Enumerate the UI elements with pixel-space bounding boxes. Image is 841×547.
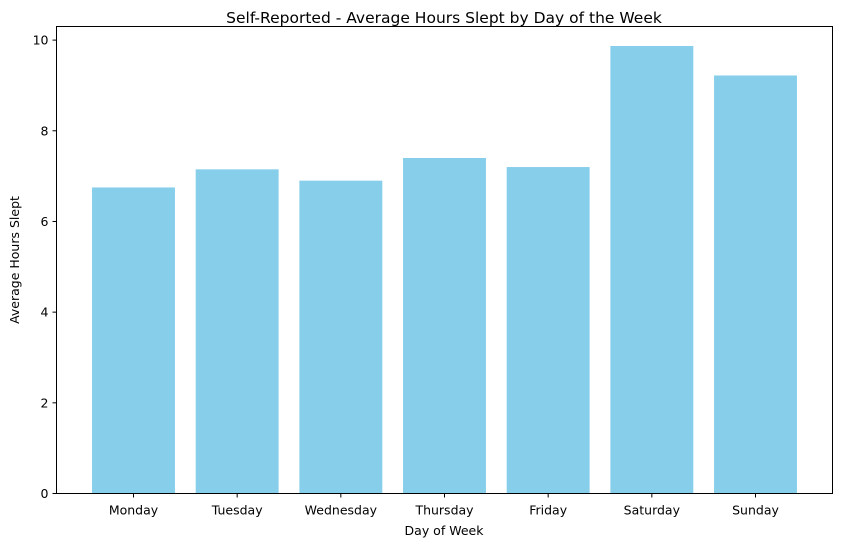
y-tick-label: 6 [41, 214, 49, 229]
y-axis-label: Average Hours Slept [7, 196, 22, 324]
chart-title: Self-Reported - Average Hours Slept by D… [226, 9, 662, 27]
y-tick-label: 8 [41, 123, 49, 138]
plot-frame [56, 26, 833, 494]
bar-tuesday [195, 169, 279, 494]
x-tick-label: Saturday [624, 503, 681, 518]
x-tick-label: Monday [109, 503, 159, 518]
x-axis: Monday Tuesday Wednesday Thursday Friday Satu… [109, 493, 779, 518]
x-axis-label: Day of Week [405, 523, 485, 538]
y-tick-label: 0 [41, 486, 49, 501]
bar-saturday [610, 46, 694, 494]
bar-sunday [714, 75, 797, 494]
bar-friday [506, 167, 590, 494]
bar-wednesday [299, 180, 383, 494]
x-tick-label: Thursday [414, 503, 474, 518]
y-tick-label: 4 [41, 305, 49, 320]
bar-monday [92, 187, 175, 494]
bars-group [92, 46, 797, 494]
y-axis: 0 2 4 6 8 10 [33, 33, 57, 501]
x-tick-label: Wednesday [305, 503, 378, 518]
x-tick-label: Friday [529, 503, 567, 518]
y-tick-label: 10 [33, 33, 49, 48]
y-tick-label: 2 [41, 395, 49, 410]
x-tick-label: Tuesday [211, 503, 263, 518]
x-tick-label: Sunday [732, 503, 779, 518]
bar-thursday [403, 157, 486, 494]
